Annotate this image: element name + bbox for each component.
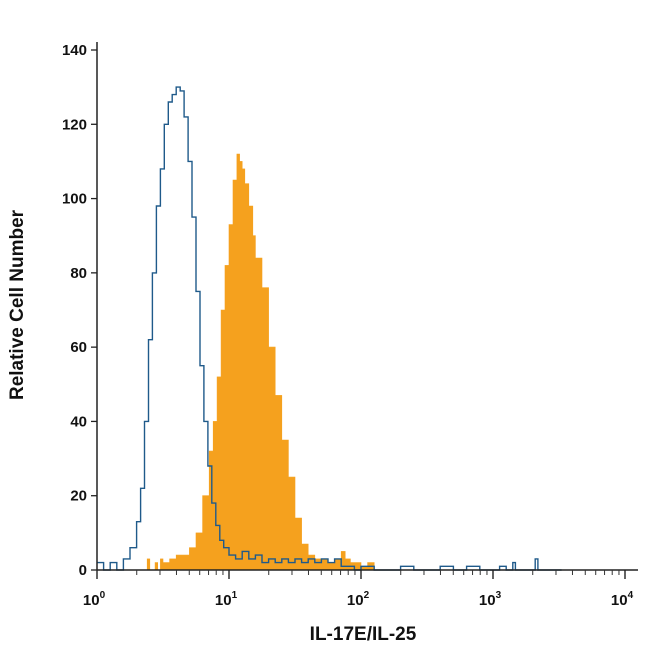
y-tick-label: 80 [70,265,87,282]
x-tick-label: 100 [83,590,106,609]
axes-layer [96,42,638,571]
series-layer [97,86,562,571]
y-tick-label: 40 [70,413,87,430]
ticks-layer: 0 20 40 60 80 100 120 140 100 101 102 103 104 [62,42,634,609]
y-axis-title: Relative Cell Number [7,209,28,400]
x-tick-label: 101 [215,590,238,609]
y-tick-label: 60 [70,339,87,356]
histogram-outline-series [97,86,562,571]
x-tick-label: 104 [611,590,634,609]
histogram-filled-series [146,153,377,571]
y-tick-label: 140 [62,42,87,59]
x-tick-label: 102 [347,590,370,609]
y-tick-label: 100 [62,191,87,208]
x-axis-title: IL-17E/IL-25 [310,624,417,645]
y-tick-label: 0 [79,562,87,579]
x-tick-label: 103 [479,590,502,609]
y-tick-label: 120 [62,116,87,133]
y-tick-label: 20 [70,488,87,505]
